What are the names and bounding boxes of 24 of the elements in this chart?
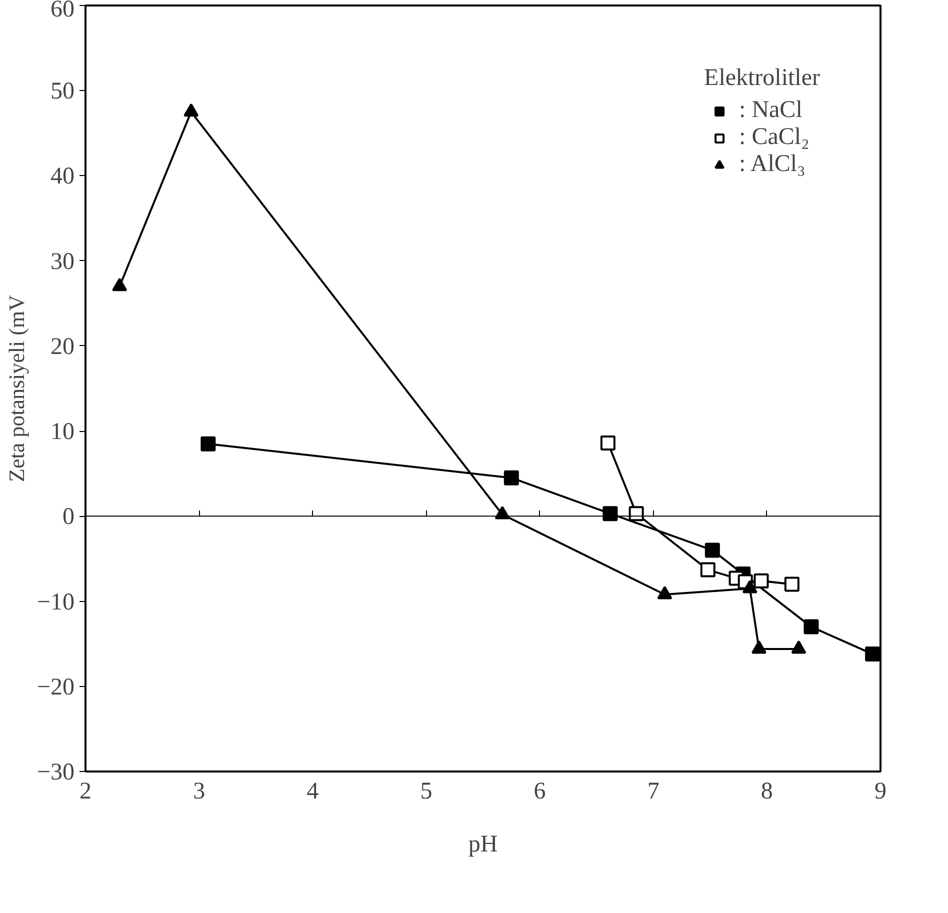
legend-label: : AlCl₃ [739,151,806,178]
x-tick-label: 4 [306,778,319,804]
y-axis-title: Zeta potansiyeli (mV [4,294,29,482]
y-tick-label: 0 [62,504,74,530]
x-tick-label: 7 [647,778,660,804]
y-tick-label: 40 [50,164,74,190]
x-tick-label: 8 [760,778,773,804]
legend-label: : NaCl [739,97,802,124]
y-tick-label: 20 [50,334,74,360]
y-tick-label: 60 [50,0,74,22]
legend-label: : CaCl₂ [739,124,810,151]
x-tick-label: 3 [193,778,206,804]
y-tick-label: −10 [36,589,75,616]
x-axis-title: pH [468,832,498,858]
y-tick-label: −30 [36,760,75,786]
x-tick-label: 2 [80,778,92,804]
y-tick-label: −20 [36,674,75,700]
x-tick-label: 9 [874,778,886,804]
y-tick-label: 10 [50,419,74,446]
x-tick-label: 5 [420,778,432,804]
legend-title: Elektrolitler [704,65,820,92]
x-tick-label: 6 [534,778,546,804]
y-tick-label: 30 [50,248,74,275]
y-tick-label: 50 [50,78,74,105]
